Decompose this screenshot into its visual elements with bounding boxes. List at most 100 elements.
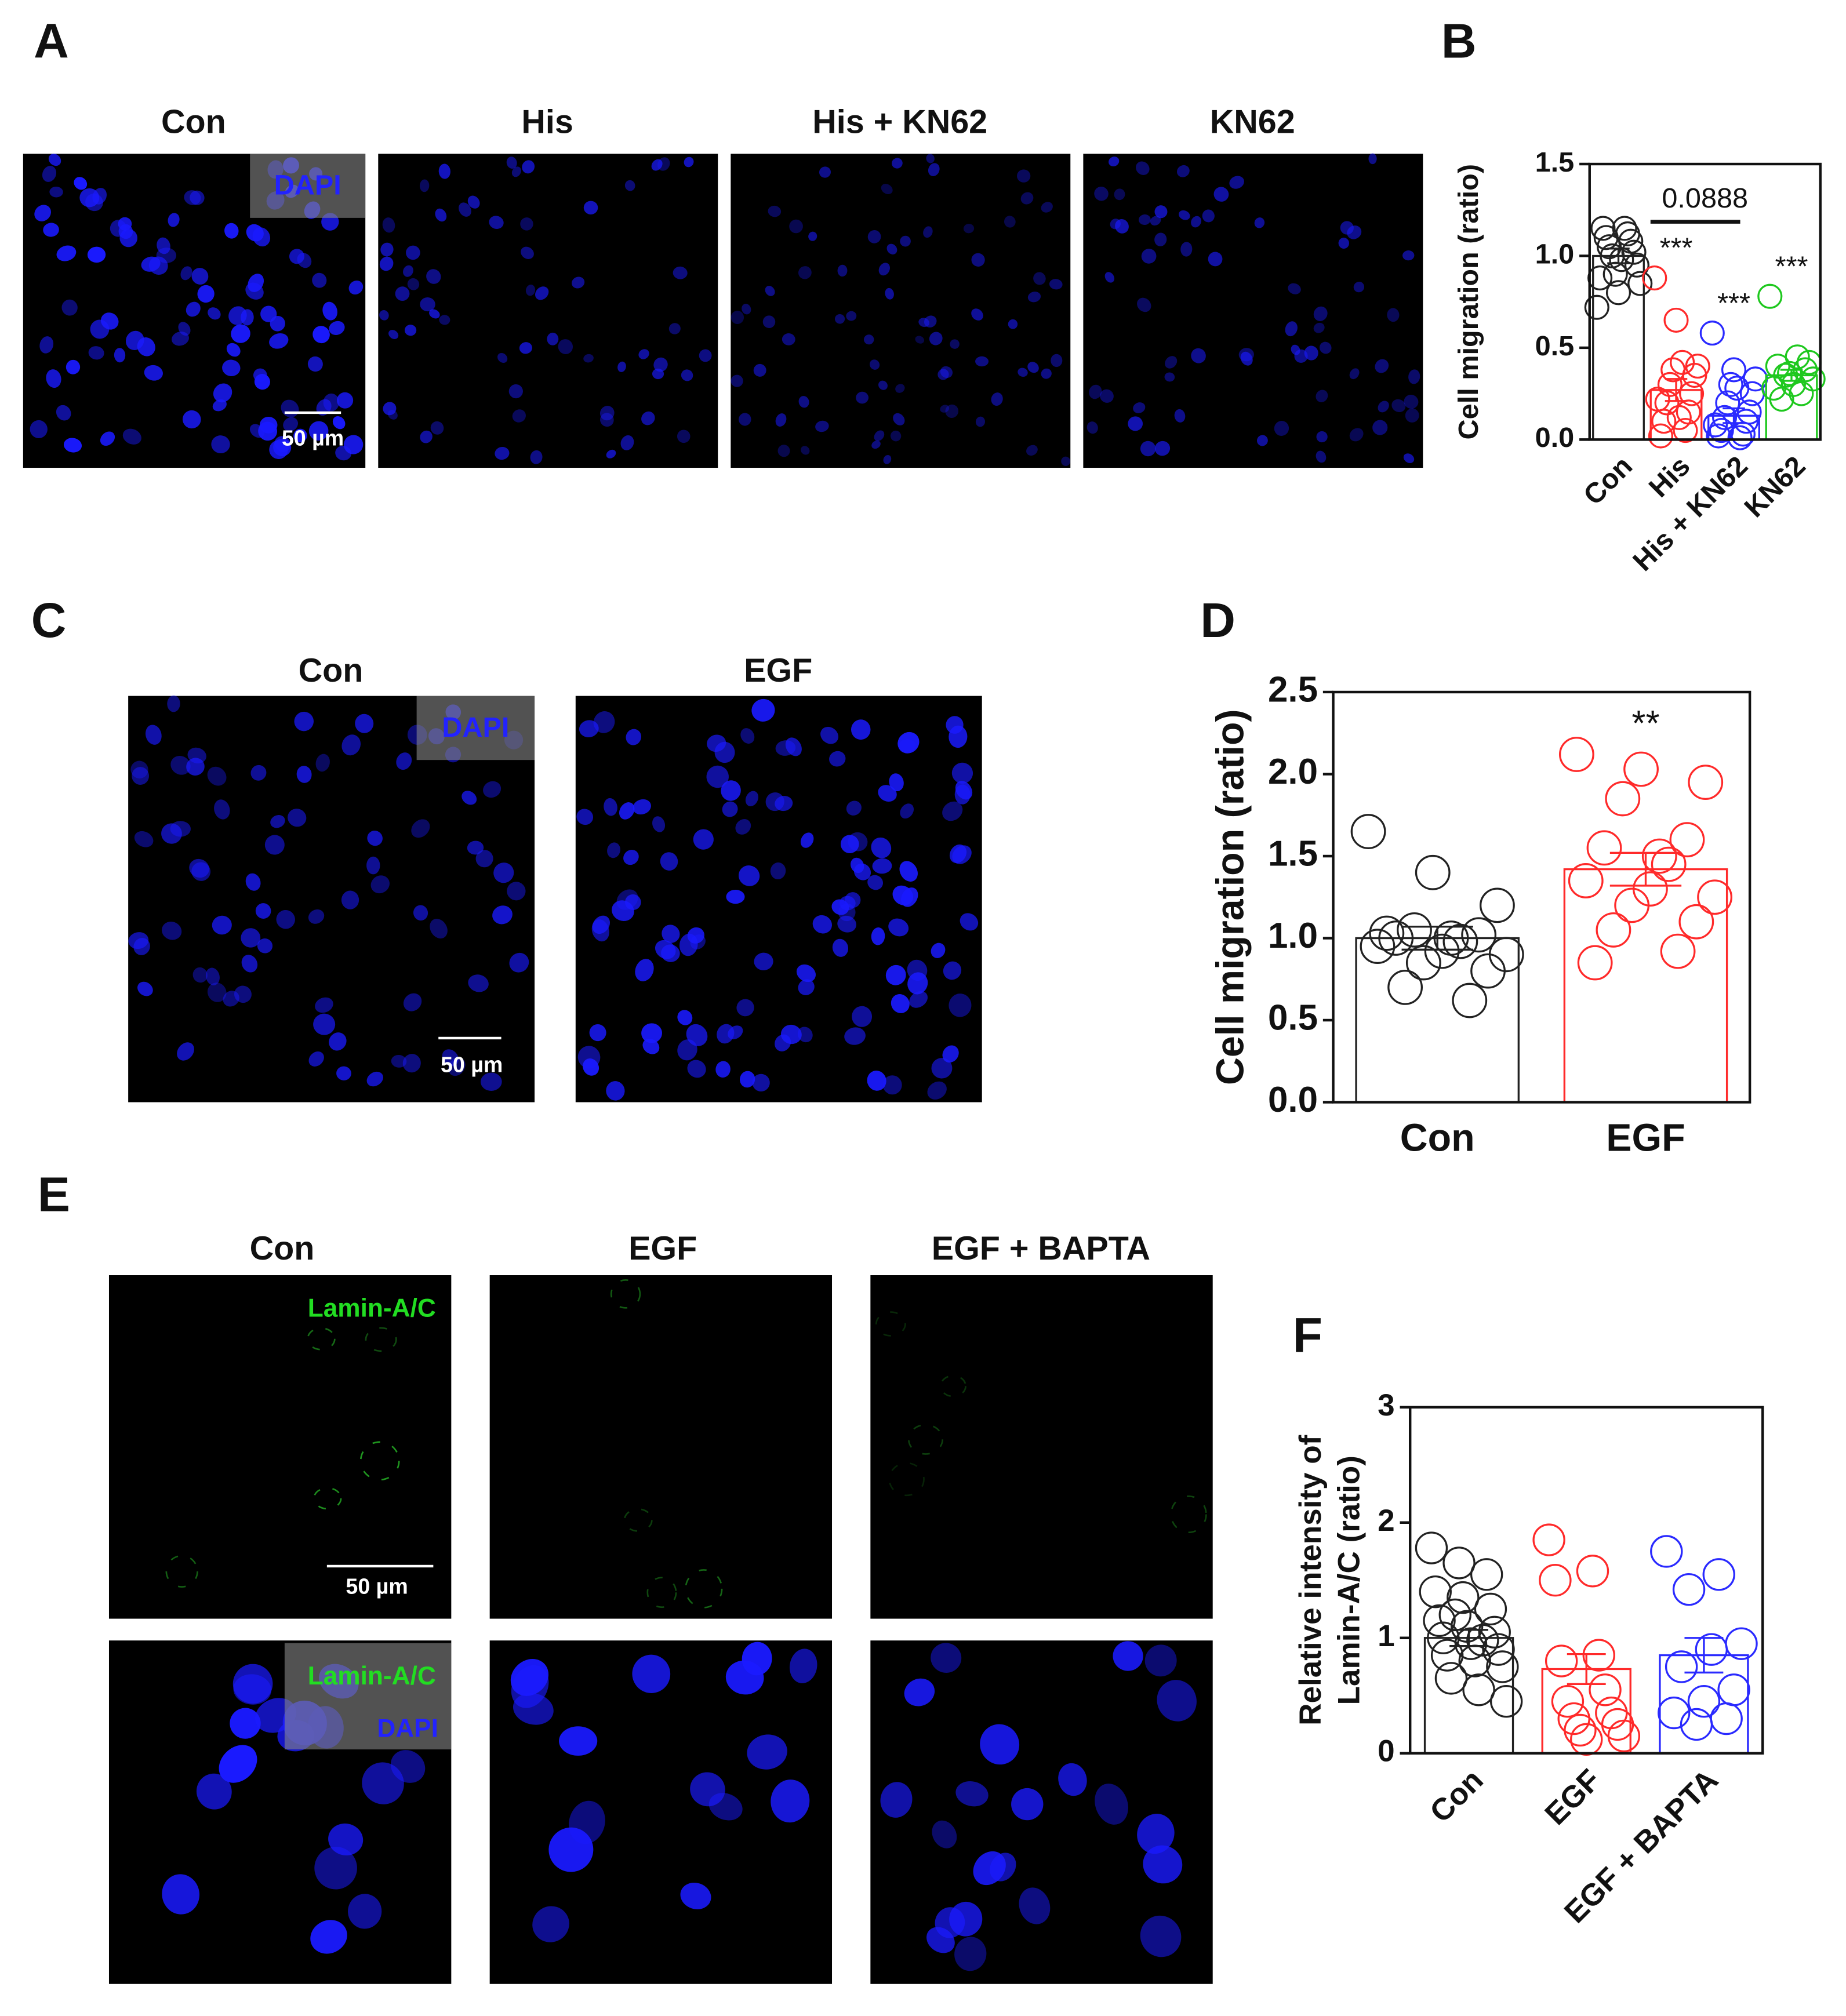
micrograph [108,1275,452,1619]
nucleus [186,301,201,317]
nucleus [657,157,670,171]
nucleus [885,965,906,985]
nucleus [66,359,81,374]
image-title: Con [250,1230,315,1267]
nucleus [430,421,444,435]
data-point [1724,376,1750,401]
data-point [1718,372,1743,397]
nucleus [909,991,928,1008]
data-point [1650,1535,1683,1568]
nucleus [662,925,680,943]
data-point [1706,423,1731,449]
nucleus [288,809,307,827]
lamin-ring [888,1462,925,1497]
nucleus [1041,368,1052,379]
nucleus [190,190,205,205]
nucleus [569,1800,605,1844]
nucleus [745,791,758,806]
nucleus [592,915,611,934]
x-tick-label: EGF [1538,1763,1607,1832]
nucleus [777,445,790,457]
nucleus [1402,250,1415,261]
nucleus [633,799,651,815]
nucleus [738,865,760,886]
error-bar [1780,369,1803,382]
nucleus [768,205,782,217]
data-point [1697,879,1732,915]
data-point [1678,904,1714,940]
nucleus [214,799,230,820]
image-title: EGF [628,1230,697,1267]
data-point [1612,216,1637,241]
nucleus [604,798,617,816]
nucleus [341,890,359,909]
panel-label: B [1441,14,1477,68]
nucleus [923,226,933,238]
data-point [1688,765,1724,800]
nucleus [1165,356,1178,369]
nucleus [1051,354,1063,367]
nucleus [42,166,57,182]
nucleus [728,1025,743,1040]
nucleus [635,959,654,981]
nucleus [145,725,162,745]
nucleus [388,330,399,339]
nucleus [226,343,241,357]
nucleus [420,297,435,312]
nucleus [1144,1644,1177,1677]
plot-frame [1332,690,1751,1104]
nucleus [797,1027,813,1043]
nucleus [874,430,885,441]
nucleus [844,1027,866,1045]
nucleus [881,184,893,195]
nucleus [276,909,295,929]
nucleus [322,301,337,321]
nucleus [626,729,642,745]
nucleus [522,160,535,174]
nucleus [1011,1788,1044,1821]
nucleus [246,224,264,242]
nucleus [426,269,441,284]
nucleus [918,318,930,327]
nucleus [742,304,751,315]
nucleus [161,823,182,844]
nucleus [332,416,346,430]
nucleus [612,900,634,921]
nucleus [699,349,712,362]
nucleus [186,758,205,776]
nucleus [1191,216,1201,228]
data-point [1438,1598,1471,1632]
nucleus [1019,1887,1051,1924]
nucleus [949,844,967,863]
nucleus [520,217,533,231]
nucleus [1086,421,1098,434]
nucleus [1133,402,1146,413]
nucleus [677,1010,693,1025]
nucleus [815,420,829,432]
data-point [1551,1684,1585,1718]
nucleus [475,850,493,868]
data-point [1657,372,1683,397]
panel-label: F [1293,1308,1322,1363]
nucleus [509,952,529,973]
data-point [1419,1575,1452,1609]
data-point [1350,814,1386,849]
nucleus [673,266,688,279]
nucleus [856,391,869,404]
nucleus [954,1937,987,1971]
nucleus [800,832,814,848]
nucleus [1004,216,1016,228]
y-tick-label: 1.0 [1535,238,1575,270]
nucleus [312,272,327,288]
nucleus [207,766,227,786]
nucleus [1143,1845,1183,1884]
nucleus [1404,394,1419,409]
nucleus [1387,308,1400,322]
lamin-ring [610,1279,641,1309]
y-axis-label: Cell migration (ratio) [1453,164,1484,439]
nucleus [1140,441,1156,457]
nucleus [283,417,299,432]
data-point [1663,307,1689,333]
data-point [1789,381,1814,406]
nucleus [736,999,754,1017]
